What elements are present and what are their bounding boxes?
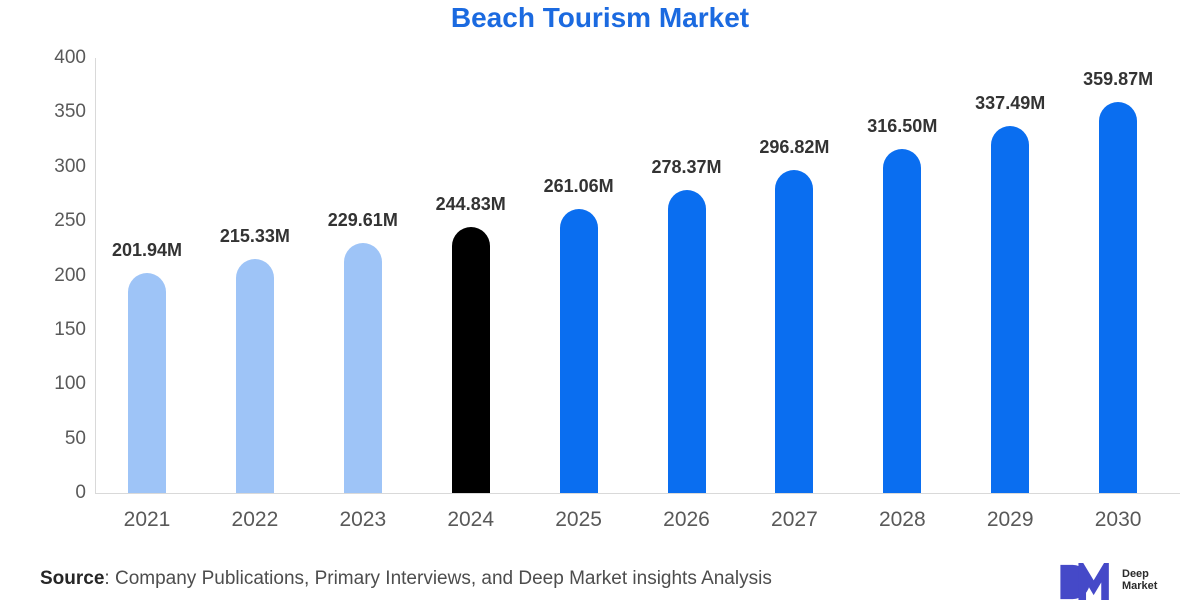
x-tick-label: 2030 bbox=[1094, 508, 1142, 531]
bar-2025 bbox=[559, 209, 598, 493]
bar-value-label: 261.06M bbox=[543, 176, 614, 197]
bar-2022 bbox=[235, 258, 274, 493]
bar-value-label: 316.50M bbox=[867, 115, 938, 136]
x-tick-label: 2026 bbox=[663, 508, 710, 531]
y-tick-label: 200 bbox=[54, 264, 86, 286]
deep-market-logo-icon bbox=[1060, 563, 1109, 600]
bar-2028 bbox=[883, 148, 922, 493]
deep-market-logo-text: Deep Market bbox=[1122, 568, 1158, 592]
bar-2024 bbox=[451, 226, 490, 493]
bar-2021 bbox=[128, 273, 166, 493]
bar-value-label: 201.94M bbox=[111, 240, 183, 261]
x-tick-label: 2023 bbox=[339, 508, 387, 531]
bar-value-label: 215.33M bbox=[219, 225, 290, 246]
bar-value-label: 359.87M bbox=[1083, 68, 1154, 89]
y-tick-label: 0 bbox=[75, 482, 86, 503]
bar-value-label: 278.37M bbox=[651, 157, 722, 178]
bar-2026 bbox=[667, 190, 706, 493]
x-tick-label: 2029 bbox=[986, 508, 1034, 531]
x-tick-label: 2022 bbox=[231, 508, 279, 531]
bar-2030 bbox=[1099, 101, 1138, 493]
bar-value-label: 296.82M bbox=[759, 137, 830, 158]
y-axis-line bbox=[95, 58, 96, 493]
bar-2023 bbox=[343, 243, 382, 493]
y-tick-label: 50 bbox=[64, 427, 86, 449]
bar-2027 bbox=[775, 170, 814, 493]
source-note: Source: Company Publications, Primary In… bbox=[40, 568, 772, 590]
y-tick-label: 300 bbox=[54, 155, 86, 177]
bar-value-label: 244.83M bbox=[435, 193, 506, 214]
x-tick-label: 2027 bbox=[771, 508, 818, 531]
bar-value-label: 337.49M bbox=[975, 92, 1046, 113]
y-tick-label: 350 bbox=[54, 101, 86, 123]
x-tick-label: 2028 bbox=[878, 508, 926, 531]
source-text: : Company Publications, Primary Intervie… bbox=[104, 568, 772, 589]
y-tick-label: 150 bbox=[54, 318, 86, 340]
deep-market-logo: Deep Market bbox=[1058, 563, 1157, 600]
bar-value-label: 229.61M bbox=[327, 210, 398, 231]
x-tick-label: 2021 bbox=[123, 508, 171, 531]
chart-title: Beach Tourism Market bbox=[450, 2, 750, 33]
x-axis-line bbox=[95, 493, 1180, 494]
bar-2029 bbox=[991, 125, 1030, 493]
y-tick-label: 250 bbox=[54, 210, 86, 232]
source-label: Source bbox=[40, 568, 105, 589]
x-tick-label: 2025 bbox=[555, 508, 602, 531]
y-tick-label: 100 bbox=[54, 373, 86, 395]
y-tick-label: 400 bbox=[54, 47, 86, 68]
x-tick-label: 2024 bbox=[447, 508, 495, 531]
